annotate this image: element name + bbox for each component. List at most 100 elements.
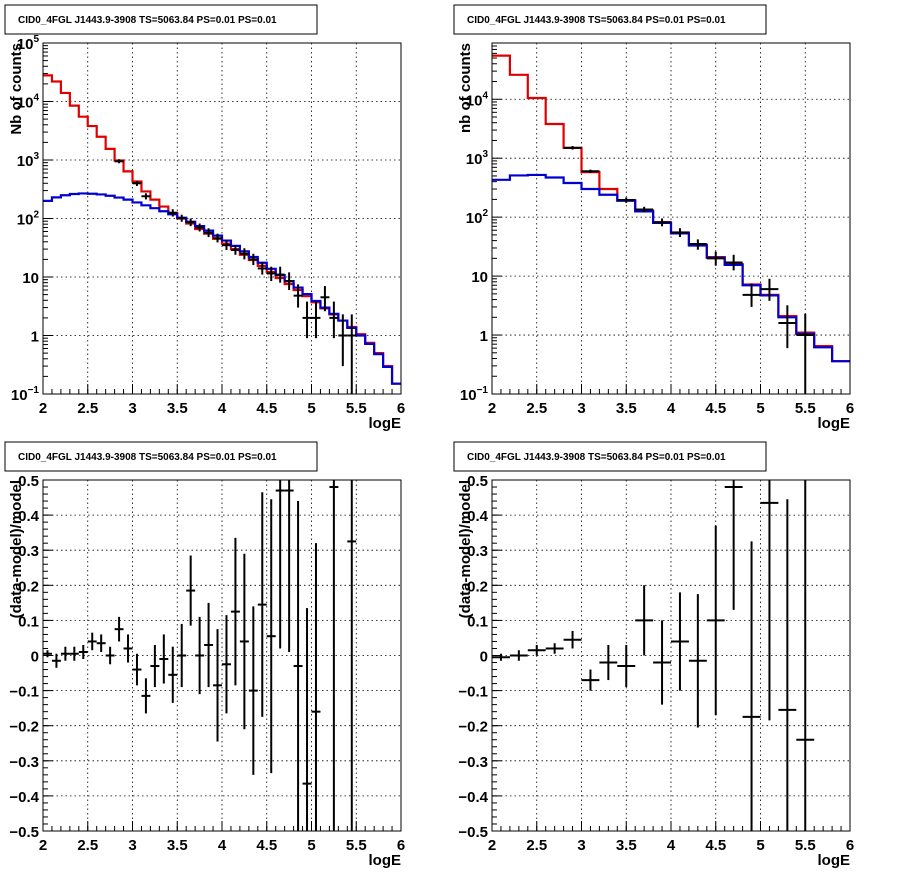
residual-point [114, 616, 124, 642]
y-tick-label: 0 [31, 649, 39, 666]
x-tick-label: 5.5 [795, 400, 816, 417]
y-tick-label: −0.2 [9, 719, 39, 736]
x-tick-label: 4.5 [256, 400, 277, 417]
data-point [706, 251, 725, 266]
total-model-line [492, 54, 850, 363]
y-tick-label: −0.1 [9, 684, 39, 701]
residual-point [69, 646, 79, 661]
residual-point [204, 602, 214, 688]
residual-point [266, 499, 276, 774]
residual-point [599, 644, 618, 681]
residual-point [617, 644, 636, 688]
x-tick-label: 3.5 [616, 837, 637, 854]
residual-point [248, 606, 258, 775]
data-point [230, 245, 240, 255]
y-tick-label: 10 [471, 269, 488, 286]
residual-point [778, 499, 797, 831]
x-tick-label: 6 [846, 837, 854, 854]
data-point [204, 228, 214, 238]
chart-title: CID0_4FGL J1443.9-3908 TS=5063.84 PS=0.0… [18, 452, 277, 463]
residual-point [545, 643, 564, 654]
x-tick-label: 3 [577, 837, 585, 854]
data-point [186, 218, 196, 227]
plot-frame [42, 479, 402, 832]
y-tick-label: −0.4 [458, 789, 488, 806]
chart-panel-top-right: CID0_4FGL J1443.9-3908 TS=5063.84 PS=0.0… [453, 4, 854, 432]
y-tick-label: 1 [480, 328, 488, 345]
data-point [177, 214, 187, 222]
component-model-line [43, 192, 401, 385]
y-axis-title: nb of counts [457, 43, 474, 133]
data-point [284, 272, 294, 290]
residual-point [706, 525, 725, 716]
x-axis-title: logE [369, 852, 402, 869]
residual-point [195, 616, 205, 695]
plot-frame [42, 42, 402, 395]
x-tick-label: 2.5 [526, 837, 547, 854]
residual-point [671, 592, 689, 691]
data-point [688, 239, 707, 250]
x-tick-label: 5.5 [346, 837, 367, 854]
chart-title: CID0_4FGL J1443.9-3908 TS=5063.84 PS=0.0… [467, 452, 726, 463]
data-point [347, 314, 357, 394]
data-point [257, 262, 267, 275]
x-tick-label: 2.5 [77, 400, 98, 417]
x-tick-label: 5.5 [346, 400, 367, 417]
residual-point [168, 646, 178, 703]
y-tick-label: −0.3 [458, 754, 488, 771]
x-tick-label: 3.5 [167, 400, 188, 417]
x-tick-label: 6 [397, 400, 405, 417]
x-tick-label: 2.5 [77, 837, 98, 854]
residual-point [311, 543, 321, 831]
residual-point [293, 501, 303, 831]
data-point [195, 223, 205, 232]
x-tick-label: 3.5 [167, 837, 188, 854]
data-point [302, 301, 312, 339]
y-tick-label: 0.5 [18, 473, 39, 490]
residual-point [275, 480, 285, 649]
x-tick-label: 3.5 [616, 400, 637, 417]
residual-point [177, 623, 187, 688]
data-point [293, 284, 303, 308]
data-point [248, 253, 258, 266]
residual-point [284, 480, 294, 652]
chart-title: CID0_4FGL J1443.9-3908 TS=5063.84 PS=0.0… [467, 15, 726, 26]
y-axis-title: Nb of counts [8, 43, 25, 135]
y-tick-label: 0.5 [467, 473, 488, 490]
data-point [141, 193, 151, 200]
data-point [563, 146, 582, 150]
residual-point [60, 646, 70, 661]
x-tick-label: 4.5 [705, 837, 726, 854]
chart-panel-bottom-left: CID0_4FGL J1443.9-3908 TS=5063.84 PS=0.0… [4, 441, 405, 869]
title-box [4, 4, 318, 35]
y-tick-label: −0.5 [458, 824, 488, 841]
title-box [4, 441, 318, 472]
residual-point [141, 678, 151, 714]
y-tick-label: 0.1 [467, 613, 488, 630]
y-tick-label: −0.2 [458, 719, 488, 736]
title-box [453, 441, 767, 472]
chart-title: CID0_4FGL J1443.9-3908 TS=5063.84 PS=0.0… [18, 15, 277, 26]
residual-point [87, 632, 97, 651]
data-point [617, 197, 636, 203]
y-axis-title: (data-model)/model [8, 480, 25, 618]
x-tick-label: 5.5 [795, 837, 816, 854]
x-tick-label: 2 [39, 837, 47, 854]
x-axis-title: logE [818, 852, 851, 869]
x-tick-label: 5 [756, 400, 764, 417]
data-point [760, 278, 779, 301]
residual-point [213, 629, 222, 742]
y-tick-label: 102 [466, 208, 489, 227]
x-tick-label: 3 [577, 400, 585, 417]
y-tick-label: 10−1 [11, 385, 40, 404]
residual-point [43, 650, 52, 658]
data-point [778, 305, 797, 349]
x-tick-label: 6 [846, 400, 854, 417]
residual-point [760, 480, 779, 721]
y-tick-label: 0.3 [467, 543, 488, 560]
x-tick-label: 5 [307, 837, 315, 854]
x-tick-label: 4.5 [705, 400, 726, 417]
residual-point [239, 553, 249, 730]
y-axis-title: (data-model)/model [457, 480, 474, 618]
data-point [338, 314, 348, 367]
